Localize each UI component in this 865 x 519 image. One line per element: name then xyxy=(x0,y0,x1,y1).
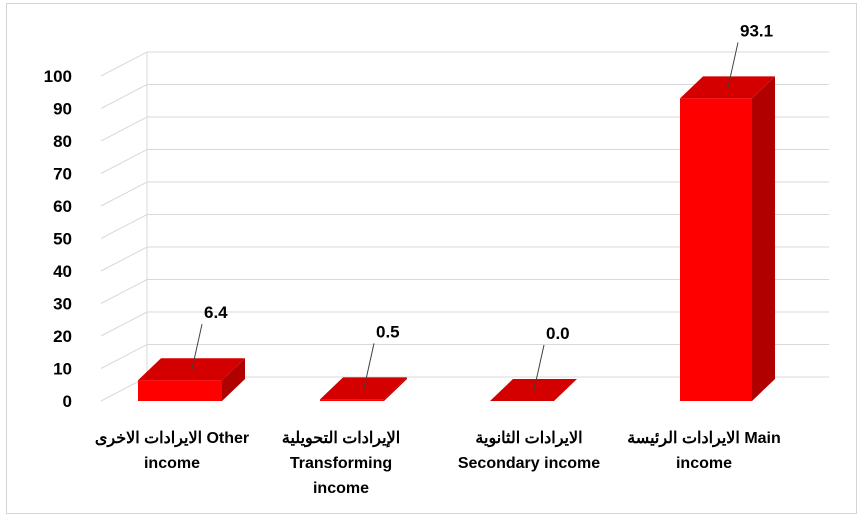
data-label: 6.4 xyxy=(204,303,228,322)
y-tick-label: 70 xyxy=(53,165,72,184)
x-category-label: income xyxy=(313,480,369,497)
gridline xyxy=(100,181,829,207)
bar-front xyxy=(320,399,384,401)
gridline xyxy=(100,344,829,369)
y-tick-label: 80 xyxy=(53,132,72,151)
gridline xyxy=(100,84,829,109)
bar-top xyxy=(490,379,577,401)
x-category-label: income xyxy=(676,455,732,472)
y-tick-label: 40 xyxy=(53,262,72,281)
data-label: 0.5 xyxy=(376,322,400,341)
y-tick-label: 0 xyxy=(63,392,72,411)
x-category-label: Secondary income xyxy=(458,455,600,472)
x-category-label: الايرادات الثانوية xyxy=(475,430,582,448)
bar-top xyxy=(680,76,775,99)
data-label-leader xyxy=(727,42,739,88)
data-label-leader xyxy=(191,324,203,370)
y-tick-label: 60 xyxy=(53,197,72,216)
gridline xyxy=(100,246,829,272)
y-tick-label: 90 xyxy=(53,100,72,119)
gridline xyxy=(100,116,829,142)
data-label: 0.0 xyxy=(546,324,570,343)
x-category-label: الايرادات الرئيسة Main xyxy=(627,430,781,448)
data-label-leader xyxy=(533,344,545,391)
data-label: 93.1 xyxy=(740,21,773,40)
bar-front xyxy=(680,98,752,402)
bar-front xyxy=(138,380,222,401)
bar-side xyxy=(752,76,775,402)
x-category-label: الايرادات الاخرى Other xyxy=(95,430,249,448)
x-category-label: Transforming xyxy=(290,455,392,472)
gridline xyxy=(100,311,829,337)
y-tick-label: 50 xyxy=(53,230,72,249)
gridline xyxy=(100,149,829,174)
bar-side xyxy=(384,377,407,401)
gridline xyxy=(100,279,829,304)
bar-top xyxy=(138,358,245,381)
data-label-leader xyxy=(363,343,375,389)
y-tick-label: 30 xyxy=(53,295,72,314)
gridline xyxy=(100,214,829,239)
x-category-label: income xyxy=(144,455,200,472)
gridline xyxy=(100,51,829,77)
x-category-label: الإيرادات التحويلية xyxy=(282,430,400,448)
y-tick-label: 10 xyxy=(53,360,72,379)
bar-top xyxy=(320,377,407,400)
bar-side xyxy=(222,358,245,401)
y-tick-label: 100 xyxy=(44,67,72,86)
y-tick-label: 20 xyxy=(53,327,72,346)
